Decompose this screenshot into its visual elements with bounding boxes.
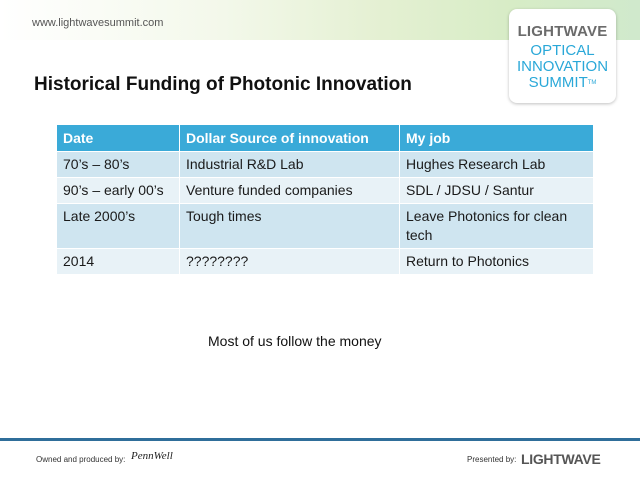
table-row: Late 2000’s Tough times Leave Photonics … bbox=[57, 203, 594, 249]
table-row: 90’s – early 00’s Venture funded compani… bbox=[57, 177, 594, 204]
cell-source: ???????? bbox=[179, 248, 400, 274]
logo-trademark: TM bbox=[587, 80, 597, 86]
cell-source: Industrial R&D Lab bbox=[179, 151, 400, 178]
header-job: My job bbox=[399, 125, 594, 152]
cell-job: Hughes Research Lab bbox=[399, 151, 594, 178]
site-url: www.lightwavesummit.com bbox=[32, 17, 164, 29]
cell-date: Late 2000’s bbox=[57, 203, 180, 249]
cell-date: 70’s – 80’s bbox=[57, 151, 180, 178]
cell-source: Venture funded companies bbox=[179, 177, 400, 204]
table-row: 70’s – 80’s Industrial R&D Lab Hughes Re… bbox=[57, 151, 594, 178]
tagline: Most of us follow the money bbox=[208, 333, 382, 349]
owned-by-label: Owned and produced by: bbox=[36, 455, 126, 464]
presented-by-label: Presented by: bbox=[467, 455, 517, 464]
table-header-row: Date Dollar Source of innovation My job bbox=[57, 125, 594, 152]
logo-brand: LIGHTWAVE bbox=[517, 23, 608, 40]
footer-divider bbox=[0, 438, 640, 441]
lightwave-footer-logo: LIGHTWAVE bbox=[521, 451, 601, 467]
cell-job: Return to Photonics bbox=[399, 248, 594, 274]
slide-title: Historical Funding of Photonic Innovatio… bbox=[34, 74, 412, 95]
summit-logo: LIGHTWAVE OPTICAL INNOVATION SUMMITTM bbox=[509, 9, 616, 103]
cell-date: 90’s – early 00’s bbox=[57, 177, 180, 204]
header-date: Date bbox=[57, 125, 180, 152]
cell-job: SDL / JDSU / Santur bbox=[399, 177, 594, 204]
funding-table: Date Dollar Source of innovation My job … bbox=[57, 125, 594, 274]
cell-job: Leave Photonics for clean tech bbox=[399, 203, 594, 249]
logo-line-summit: SUMMITTM bbox=[509, 75, 616, 91]
table-row: 2014 ???????? Return to Photonics bbox=[57, 248, 594, 274]
cell-date: 2014 bbox=[57, 248, 180, 274]
logo-summit-text: SUMMIT bbox=[528, 74, 588, 91]
header-source: Dollar Source of innovation bbox=[179, 125, 400, 152]
logo-line-innovation: INNOVATION bbox=[516, 58, 609, 75]
logo-line-optical: OPTICAL bbox=[530, 42, 595, 59]
pennwell-logo: PennWell bbox=[131, 450, 173, 462]
cell-source: Tough times bbox=[179, 203, 400, 249]
